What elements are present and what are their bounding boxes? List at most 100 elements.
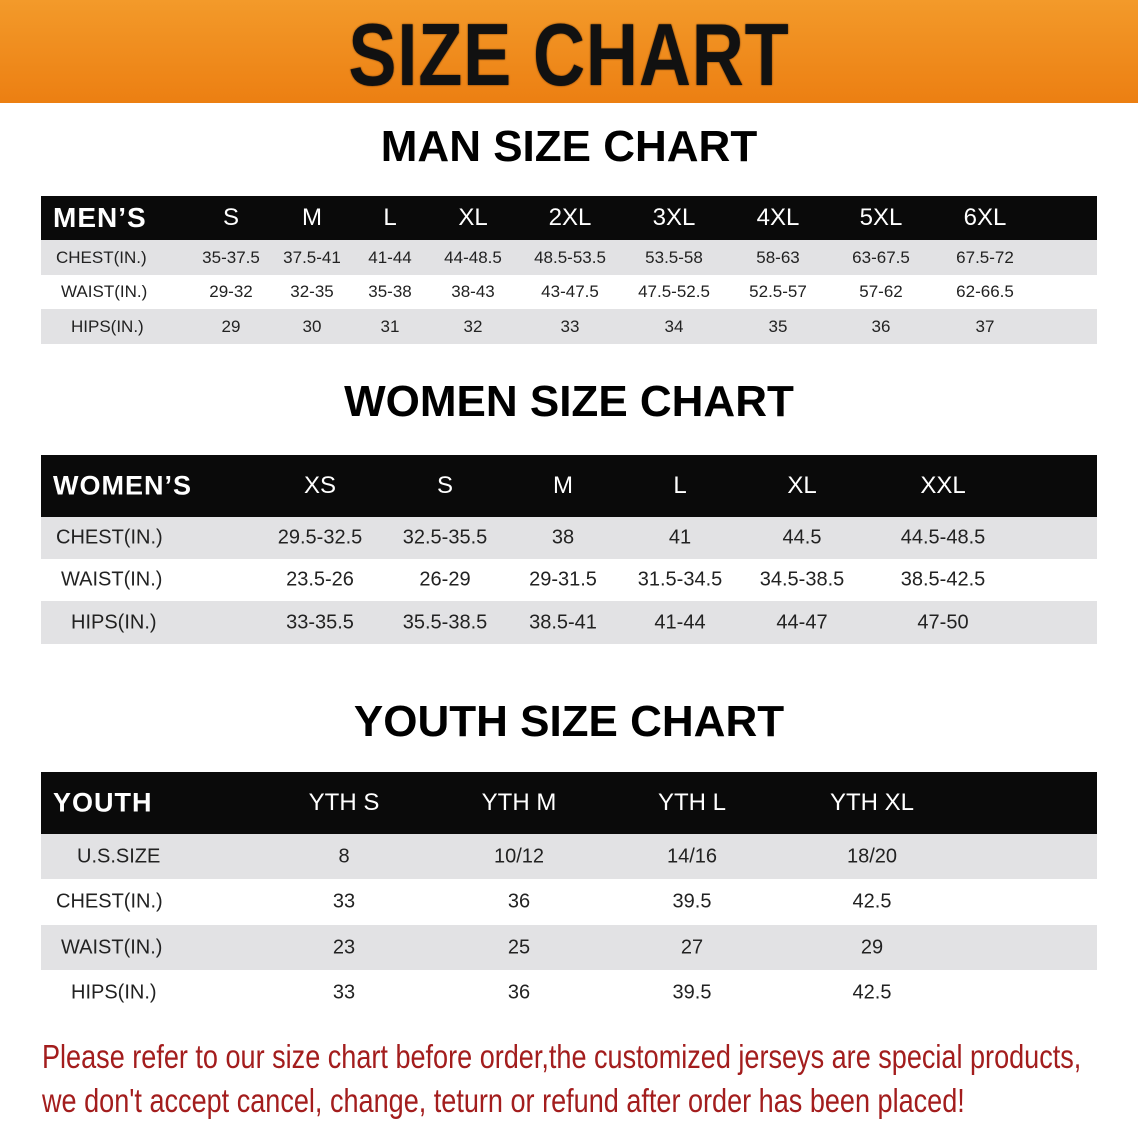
row-label: WAIST(IN.) [61, 282, 148, 301]
men-size-l: L [383, 204, 397, 231]
table-cell: 35 [768, 316, 788, 336]
table-cell: 33 [332, 890, 356, 913]
table-cell: 39.5 [672, 981, 712, 1003]
men-size-xl: XL [458, 204, 488, 231]
table-cell: 18/20 [846, 845, 898, 867]
table-cell: 23 [332, 936, 356, 958]
row-label: HIPS(IN.) [71, 611, 157, 633]
table-cell: 29.5-32.5 [277, 526, 363, 549]
table-cell: 31 [380, 316, 400, 336]
table-cell: 67.5-72 [956, 247, 1014, 267]
table-cell: 14/16 [666, 845, 718, 867]
row-label: U.S.SIZE [77, 845, 161, 867]
table-cell: 41 [668, 526, 692, 549]
table-cell: 38-43 [451, 282, 495, 301]
table-cell: 42.5 [852, 981, 892, 1003]
note-line-1: Please refer to our size chart before or… [42, 1038, 1082, 1075]
youth-section-title: YOUTH SIZE CHART [353, 697, 785, 746]
table-cell: 52.5-57 [749, 282, 807, 301]
row-label: CHEST(IN.) [56, 890, 163, 913]
men-size-2xl: 2XL [548, 204, 592, 231]
table-cell: 32 [463, 316, 483, 336]
table-row: WAIST(IN.) 29-32 32-35 35-38 38-43 43-47.5 47.… [41, 275, 1097, 309]
table-cell: 33 [332, 981, 356, 1003]
table-row: WAIST(IN.) 23 25 27 29 [41, 925, 1097, 970]
table-cell: 27 [680, 936, 704, 958]
men-header-label: MEN’S [53, 202, 147, 233]
table-cell: 44-47 [776, 611, 828, 633]
row-label: CHEST(IN.) [56, 526, 163, 549]
table-cell: 8 [338, 845, 350, 867]
table-cell: 37.5-41 [283, 247, 341, 267]
table-row: WAIST(IN.) 23.5-26 26-29 29-31.5 31.5-34.5 34… [41, 559, 1097, 601]
youth-size-yth-l: YTH L [657, 789, 727, 816]
table-row: HIPS(IN.) 33 36 39.5 42.5 [41, 970, 1097, 1015]
table-cell: 58-63 [756, 247, 800, 267]
table-cell: 42.5 [852, 890, 892, 913]
table-cell: 10/12 [493, 845, 545, 867]
table-cell: 35-38 [368, 282, 412, 301]
table-cell: 35-37.5 [202, 247, 260, 267]
row-label: HIPS(IN.) [71, 981, 157, 1003]
table-cell: 37 [975, 316, 995, 336]
table-cell: 44-48.5 [444, 247, 502, 267]
table-cell: 57-62 [859, 282, 903, 301]
men-size-s: S [222, 204, 240, 231]
youth-header-label: YOUTH [53, 787, 153, 818]
women-header-row: WOMEN’S XS S M L XL XXL [41, 455, 1097, 517]
table-cell: 36 [871, 316, 891, 336]
women-size-xs: XS [303, 472, 337, 499]
table-cell: 38 [551, 526, 575, 549]
row-label: HIPS(IN.) [71, 316, 144, 336]
women-header-label: WOMEN’S [53, 470, 192, 501]
table-cell: 29-32 [209, 282, 253, 301]
table-cell: 33 [560, 316, 580, 336]
youth-header-row: YOUTH YTH S YTH M YTH L YTH XL [41, 772, 1097, 834]
banner-title: SIZE CHART [348, 5, 790, 104]
table-cell: 30 [302, 316, 322, 336]
men-size-4xl: 4XL [756, 204, 800, 231]
women-size-table: WOMEN’S XS S M L XL XXL CHEST(IN.) 29.5-32.5 32.5… [41, 455, 1097, 645]
table-cell: 48.5-53.5 [534, 247, 606, 267]
men-section-title: MAN SIZE CHART [380, 122, 758, 171]
table-row: CHEST(IN.) 35-37.5 37.5-41 41-44 44-48.5 48.5… [41, 240, 1097, 275]
men-size-5xl: 5XL [859, 204, 903, 231]
men-size-3xl: 3XL [652, 204, 696, 231]
table-cell: 62-66.5 [956, 282, 1014, 301]
table-cell: 44.5-48.5 [900, 526, 986, 549]
table-cell: 34 [664, 316, 684, 336]
table-cell: 63-67.5 [852, 247, 910, 267]
row-label: WAIST(IN.) [61, 936, 163, 958]
table-cell: 35.5-38.5 [402, 611, 488, 633]
table-cell: 38.5-41 [529, 611, 597, 633]
youth-size-table: YOUTH YTH S YTH M YTH L YTH XL U.S.SIZE 8 10/12… [41, 772, 1097, 1016]
table-cell: 47-50 [917, 611, 969, 633]
youth-size-yth-m: YTH M [481, 789, 557, 816]
table-cell: 29 [860, 936, 884, 958]
table-cell: 29-31.5 [529, 568, 597, 591]
table-cell: 41-44 [654, 611, 706, 633]
table-cell: 29 [221, 316, 241, 336]
table-cell: 36 [507, 981, 531, 1003]
women-size-m: M [553, 472, 573, 499]
table-cell: 32-35 [290, 282, 334, 301]
women-section-title: WOMEN SIZE CHART [344, 377, 794, 426]
table-cell: 39.5 [672, 890, 712, 913]
table-cell: 34.5-38.5 [759, 568, 845, 591]
youth-size-yth-s: YTH S [308, 789, 380, 816]
table-cell: 36 [507, 890, 531, 913]
table-cell: 53.5-58 [645, 247, 703, 267]
table-cell: 47.5-52.5 [638, 282, 710, 301]
row-label: WAIST(IN.) [61, 568, 163, 591]
table-row: HIPS(IN.) 33-35.5 35.5-38.5 38.5-41 41-44 44-… [41, 601, 1097, 644]
table-cell: 43-47.5 [541, 282, 599, 301]
note-line-2: we don't accept cancel, change, teturn o… [42, 1082, 965, 1119]
women-size-xxl: XXL [920, 472, 966, 499]
table-cell: 38.5-42.5 [900, 568, 986, 591]
table-cell: 23.5-26 [286, 568, 354, 591]
table-row: CHEST(IN.) 33 36 39.5 42.5 [41, 879, 1097, 925]
table-cell: 44.5 [782, 526, 822, 549]
women-size-l: L [673, 472, 687, 499]
men-size-table: MEN’S S M L XL 2XL 3XL 4XL 5XL 6XL CHEST(IN.) 35-37… [41, 196, 1097, 346]
